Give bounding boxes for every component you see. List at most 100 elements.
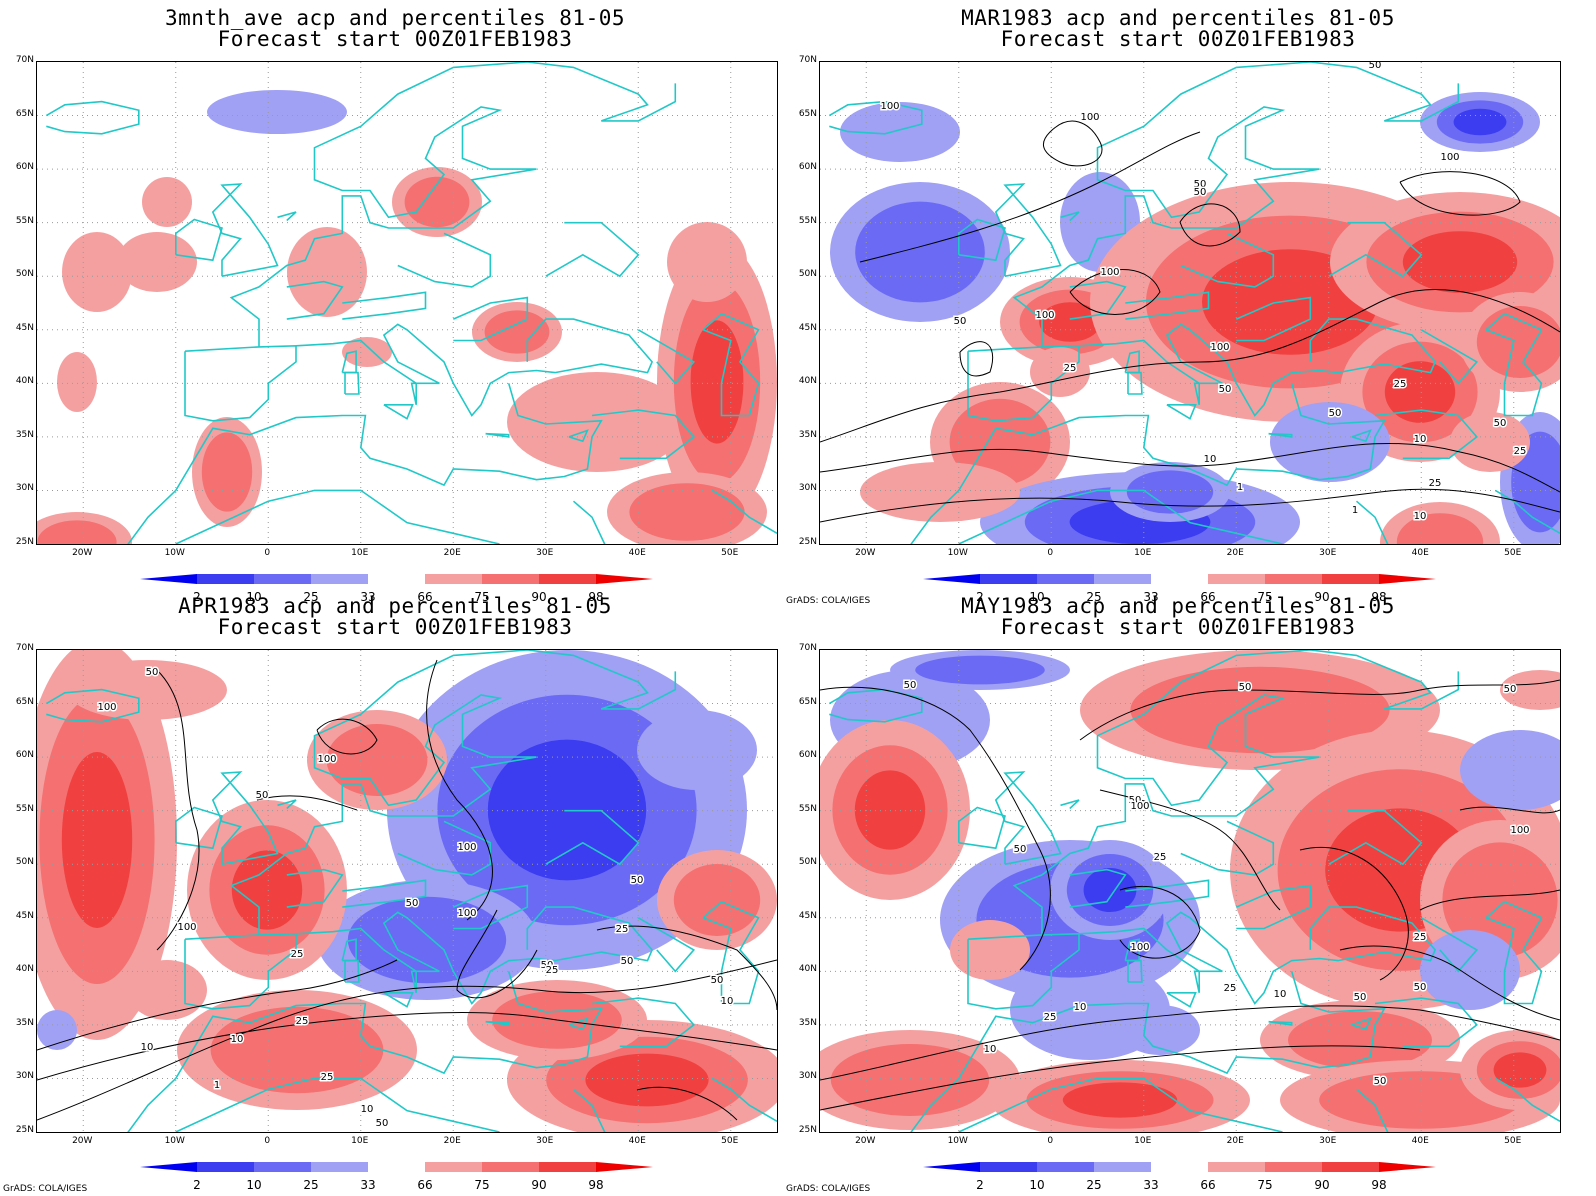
coastline xyxy=(1420,917,1479,973)
coastline xyxy=(828,688,923,723)
latitude-label: 50N xyxy=(798,857,817,868)
anomaly-patch xyxy=(629,483,745,541)
anomaly-patch xyxy=(142,177,192,227)
contour-label: 50 xyxy=(1374,1076,1387,1087)
colorbar-segment xyxy=(1037,1162,1094,1172)
latitude-label: 60N xyxy=(798,750,817,761)
contour-label: 10 xyxy=(1274,989,1287,1000)
latitude-label: 50N xyxy=(15,857,34,868)
colorbar-label: 90 xyxy=(1314,1178,1330,1192)
anomaly-patch xyxy=(1493,1052,1547,1088)
contour-label: 50 xyxy=(1129,795,1142,806)
coastline xyxy=(286,280,344,320)
latitude-label: 35N xyxy=(798,429,817,440)
colorbar-label: 75 xyxy=(1257,1178,1273,1192)
colorbar-segment xyxy=(197,574,254,584)
contour-line xyxy=(959,341,994,377)
coastline xyxy=(1166,991,1197,1008)
coastline xyxy=(1166,403,1197,420)
colorbar-label: 66 xyxy=(417,590,433,604)
longitude-label: 10W xyxy=(164,548,185,558)
contour-label: 50 xyxy=(1494,418,1507,429)
contour-label: 10 xyxy=(721,996,734,1007)
contour-label: 50 xyxy=(631,875,644,886)
coastline xyxy=(342,291,427,320)
colorbar-label: 2 xyxy=(193,590,201,604)
coastline xyxy=(958,1077,1283,1132)
anomaly-patch xyxy=(1476,306,1560,378)
longitude-label: 10W xyxy=(947,1136,968,1146)
contour-line xyxy=(820,686,1051,971)
anomaly-patch xyxy=(830,1044,990,1116)
coastline xyxy=(1374,997,1478,1048)
colorbar-arrow-right xyxy=(1379,574,1436,584)
anomaly-patch xyxy=(673,864,761,936)
coastline xyxy=(397,232,492,288)
coastline xyxy=(1078,906,1437,1005)
coastline xyxy=(568,429,589,443)
coastline xyxy=(958,489,1283,544)
coastline xyxy=(485,1020,510,1026)
credit-label: GrADS: COLA/IGES xyxy=(3,1184,88,1194)
latitude-label: 65N xyxy=(15,696,34,707)
latitude-label: 40N xyxy=(15,376,34,387)
contour-line xyxy=(456,909,538,999)
coastline xyxy=(295,906,654,1005)
coastline xyxy=(591,997,695,1048)
anomaly-patch xyxy=(57,352,97,412)
colorbar-label: 10 xyxy=(246,590,262,604)
coastline xyxy=(1355,1088,1389,1132)
coastline xyxy=(211,771,279,865)
coastline xyxy=(383,991,414,1008)
latitude-label: 70N xyxy=(15,55,34,65)
contour-label: 10 xyxy=(984,1044,997,1055)
colorbar-label: 10 xyxy=(1029,590,1045,604)
longitude-label: 30E xyxy=(1319,548,1337,558)
contour-line xyxy=(1069,269,1161,315)
colorbar-label: 25 xyxy=(1086,1178,1102,1192)
anomaly-patch xyxy=(854,770,926,850)
panel-3month-average: 3mnth_ave acp and percentiles 81-05 Fore… xyxy=(0,0,790,604)
panel-title: 3mnth_ave acp and percentiles 81-05 xyxy=(164,6,625,30)
colorbar-swatches xyxy=(923,1162,1436,1172)
colorbar-arrow-right xyxy=(596,1162,653,1172)
colorbar: 2 10 25 33 66 75 90 98 xyxy=(140,574,680,604)
colorbar-segment xyxy=(980,574,1037,584)
anomaly-patch xyxy=(585,1053,709,1107)
contour-label: 100 xyxy=(1210,342,1229,353)
latitude-label: 30N xyxy=(798,1071,817,1082)
coastline xyxy=(1485,900,1543,1005)
latitude-label: 65N xyxy=(798,108,817,119)
contour-line xyxy=(636,1086,738,1121)
colorbar-segment xyxy=(1322,574,1379,584)
panel-apr1983: APR1983 acp and percentiles 81-05 Foreca… xyxy=(0,588,790,1194)
anomaly-patch xyxy=(1120,1005,1200,1055)
colorbar-segment xyxy=(1322,1162,1379,1172)
anomaly-patch xyxy=(1453,108,1507,136)
colorbar-segment xyxy=(1151,574,1208,584)
colorbar-segment xyxy=(311,1162,368,1172)
contour-label: 100 xyxy=(177,922,196,933)
longitude-label: 0 xyxy=(1047,548,1054,558)
colorbar-label: 98 xyxy=(1371,1178,1387,1192)
colorbar-swatches xyxy=(140,574,653,584)
latitude-label: 45N xyxy=(15,910,34,921)
coastline xyxy=(1012,650,1460,935)
longitude-label: 50E xyxy=(721,548,739,558)
coastline xyxy=(277,799,297,810)
colorbar-label: 33 xyxy=(360,590,376,604)
colorbar-segment xyxy=(1208,574,1265,584)
colorbar-segment xyxy=(197,1162,254,1172)
anomaly-patch xyxy=(855,201,985,303)
contour-label: 10 xyxy=(141,1042,154,1053)
contour-line xyxy=(1042,120,1103,167)
coastline xyxy=(637,329,696,385)
anomaly-patch xyxy=(231,850,303,930)
colorbar-label: 98 xyxy=(588,590,604,604)
map-area xyxy=(36,61,778,545)
colorbar-label: 66 xyxy=(417,1178,433,1192)
panel-subtitle: Forecast start 00Z01FEB1983 xyxy=(1000,27,1356,51)
contour-line xyxy=(1459,806,1560,814)
colorbar-segment xyxy=(482,574,539,584)
coastline xyxy=(958,218,1006,262)
